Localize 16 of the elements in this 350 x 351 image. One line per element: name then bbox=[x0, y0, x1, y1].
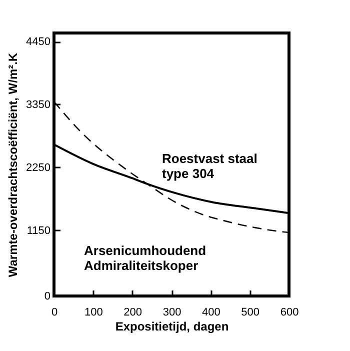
y-axis-title: Warmte-overdrachtscoëfficiënt, W/m².K bbox=[6, 52, 20, 278]
y-tick-label: 0 bbox=[44, 290, 50, 302]
y-tick-label: 4450 bbox=[26, 36, 50, 48]
x-tick-label: 0 bbox=[51, 306, 58, 318]
x-tick-label: 600 bbox=[280, 306, 299, 318]
x-tick-label: 200 bbox=[124, 306, 142, 318]
x-tick-label: 500 bbox=[241, 306, 260, 318]
x-axis-title: Expositietijd, dagen bbox=[115, 320, 229, 334]
y-tick-label: 3350 bbox=[26, 98, 50, 111]
x-tick-label: 400 bbox=[202, 306, 220, 318]
text: Arsenicumhoudend Admiraliteitskoper bbox=[84, 243, 206, 273]
y-tick-label: 1150 bbox=[26, 224, 50, 237]
x-tick-label: 100 bbox=[84, 306, 103, 318]
series-label: Roestvast staal type 304 bbox=[162, 151, 258, 181]
y-tick-label: 2250 bbox=[26, 162, 50, 174]
x-tick-label: 300 bbox=[162, 306, 182, 318]
